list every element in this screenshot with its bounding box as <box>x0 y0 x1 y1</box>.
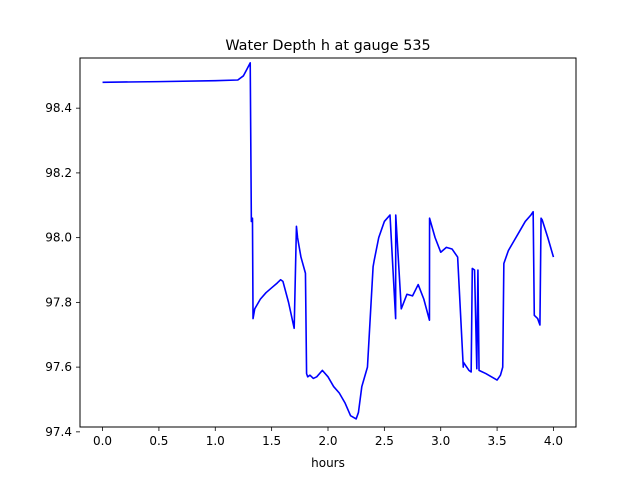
x-tick-label: 0.0 <box>93 434 112 448</box>
x-tick-label: 1.5 <box>262 434 281 448</box>
x-tick-label: 3.0 <box>431 434 450 448</box>
plot-area <box>80 58 576 427</box>
y-ticks: 97.4 97.6 97.8 98.0 98.2 98.4 <box>45 101 80 439</box>
y-tick-label: 97.8 <box>45 295 72 309</box>
x-tick-label: 3.5 <box>488 434 507 448</box>
x-tick-label: 2.5 <box>375 434 394 448</box>
series-layer <box>102 62 555 420</box>
chart-title: Water Depth h at gauge 535 <box>225 38 430 54</box>
x-ticks: 0.0 0.5 1.0 1.5 2.0 2.5 3.0 3.5 4.0 <box>93 427 563 448</box>
series-line-0 <box>102 62 555 420</box>
y-tick-label: 97.6 <box>45 360 72 374</box>
y-tick-label: 98.0 <box>45 231 72 245</box>
y-tick-label: 98.2 <box>45 166 72 180</box>
x-tick-label: 2.0 <box>318 434 337 448</box>
x-axis-label: hours <box>311 456 345 470</box>
x-tick-label: 0.5 <box>149 434 168 448</box>
x-tick-label: 1.0 <box>206 434 225 448</box>
y-tick-label: 98.4 <box>45 101 72 115</box>
x-tick-label: 4.0 <box>544 434 563 448</box>
y-tick-label: 97.4 <box>45 425 72 439</box>
